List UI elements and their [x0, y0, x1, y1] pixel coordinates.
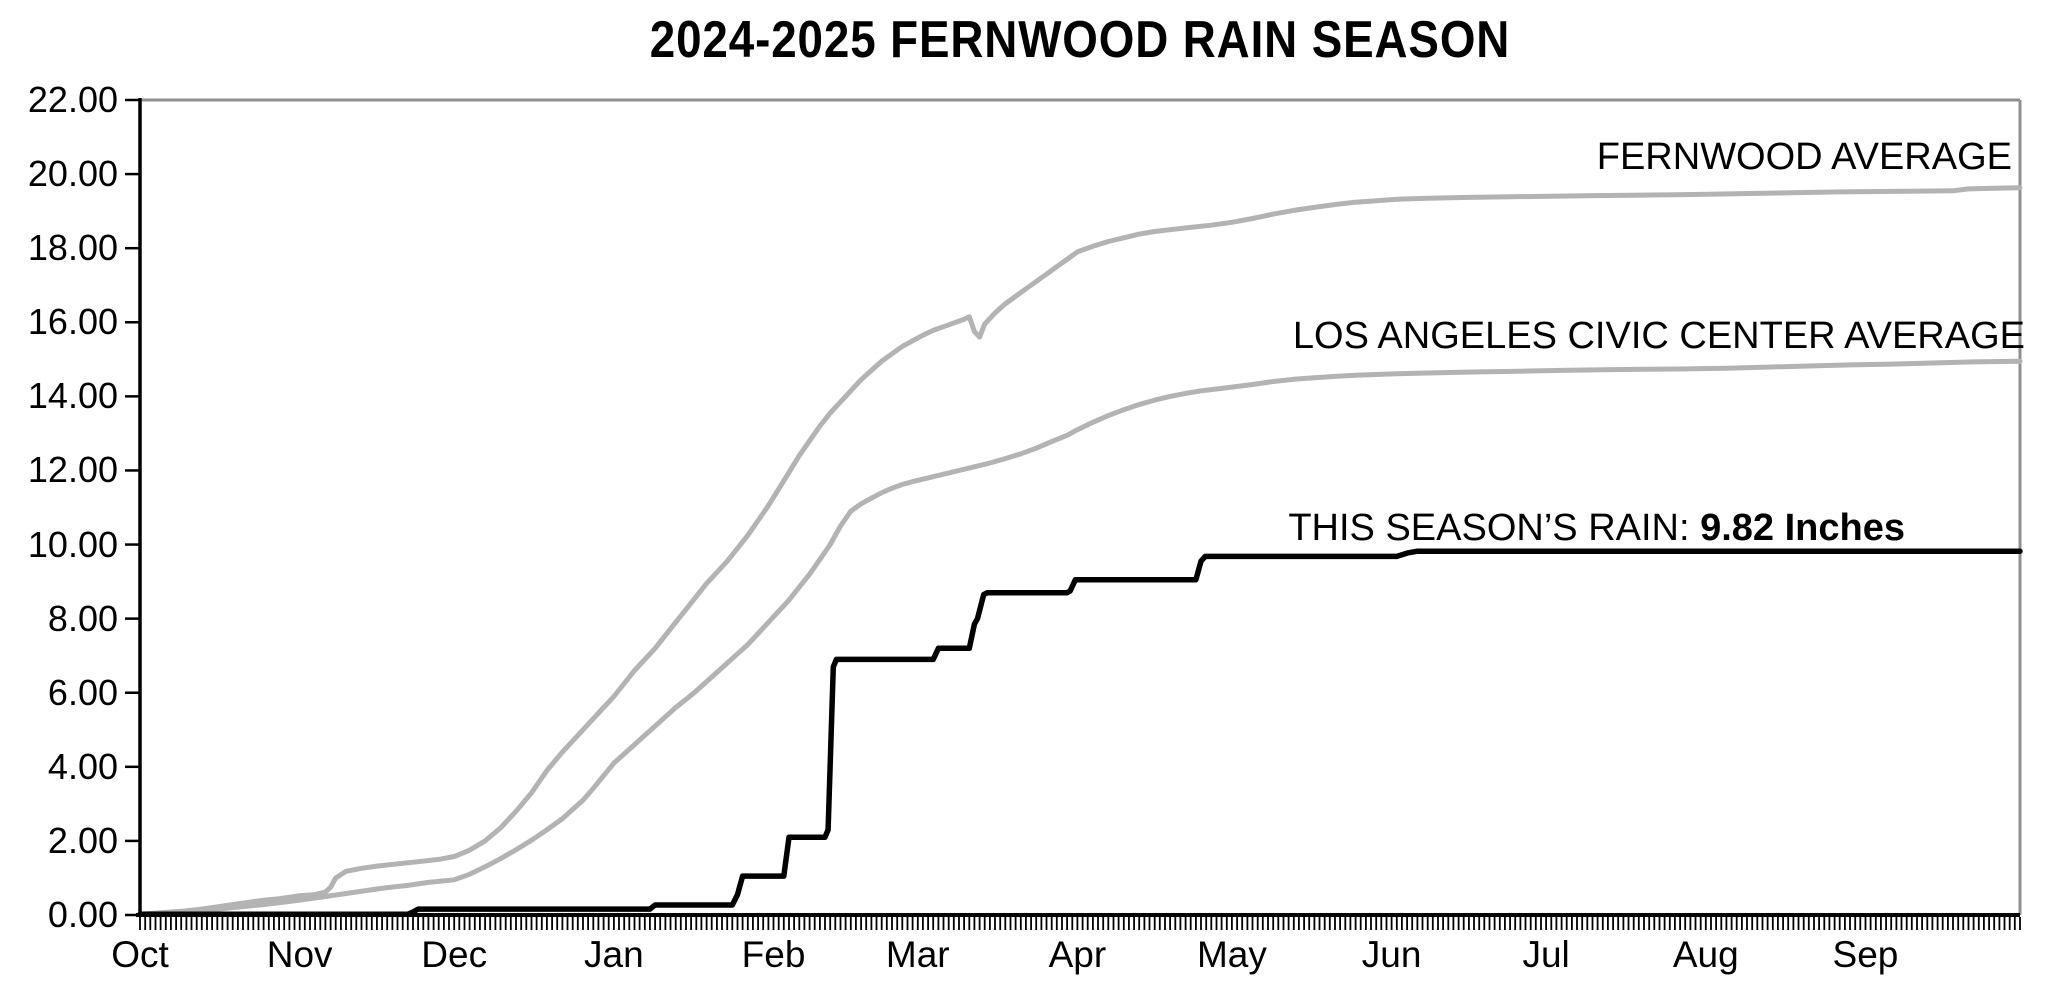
- x-month-label: Jan: [584, 934, 644, 975]
- season-rain-label: THIS SEASON’S RAIN: 9.82 Inches: [1288, 509, 1905, 547]
- x-month-label: Mar: [885, 934, 950, 975]
- x-month-label: Aug: [1672, 934, 1739, 975]
- la-civic-center-average-label: LOS ANGELES CIVIC CENTER AVERAGE: [1292, 315, 2025, 357]
- season-rain-line: [137, 548, 2023, 918]
- y-tick-label: 10.00: [27, 523, 118, 565]
- y-tick-label: 22.00: [27, 79, 118, 120]
- y-tick-label: 12.00: [27, 449, 118, 491]
- season-rain-value: 9.82 Inches: [1700, 507, 1905, 549]
- y-tick-label: 0.00: [47, 894, 118, 935]
- y-tick-label: 20.00: [27, 153, 118, 195]
- la-civic-center-average-line: [137, 358, 2023, 917]
- fernwood-average-line: [137, 185, 2023, 917]
- x-month-label: May: [1196, 934, 1267, 975]
- chart-title: 2024-2025 FERNWOOD RAIN SEASON: [649, 11, 1511, 69]
- y-tick-label: 2.00: [47, 819, 118, 861]
- season-rain-label-text: THIS SEASON’S RAIN:: [1288, 507, 1701, 549]
- y-tick-label: 4.00: [47, 745, 118, 787]
- y-tick-label: 6.00: [47, 671, 118, 713]
- y-tick-label: 18.00: [27, 227, 118, 269]
- x-month-label: Nov: [266, 934, 333, 975]
- x-month-label: Dec: [421, 934, 488, 975]
- fernwood-average-label: FERNWOOD AVERAGE: [1596, 136, 2012, 178]
- y-tick-label: 14.00: [27, 375, 118, 417]
- x-month-label: Jul: [1522, 934, 1570, 975]
- y-tick-label: 8.00: [47, 597, 118, 639]
- x-axis-daily-ticks: [139, 917, 2021, 930]
- x-month-label: Jun: [1361, 934, 1422, 975]
- x-month-label: Oct: [111, 934, 169, 975]
- y-tick-label: 16.00: [27, 301, 118, 343]
- x-month-label: Apr: [1048, 934, 1107, 975]
- x-month-label: Feb: [741, 934, 806, 975]
- x-month-label: Sep: [1832, 934, 1899, 975]
